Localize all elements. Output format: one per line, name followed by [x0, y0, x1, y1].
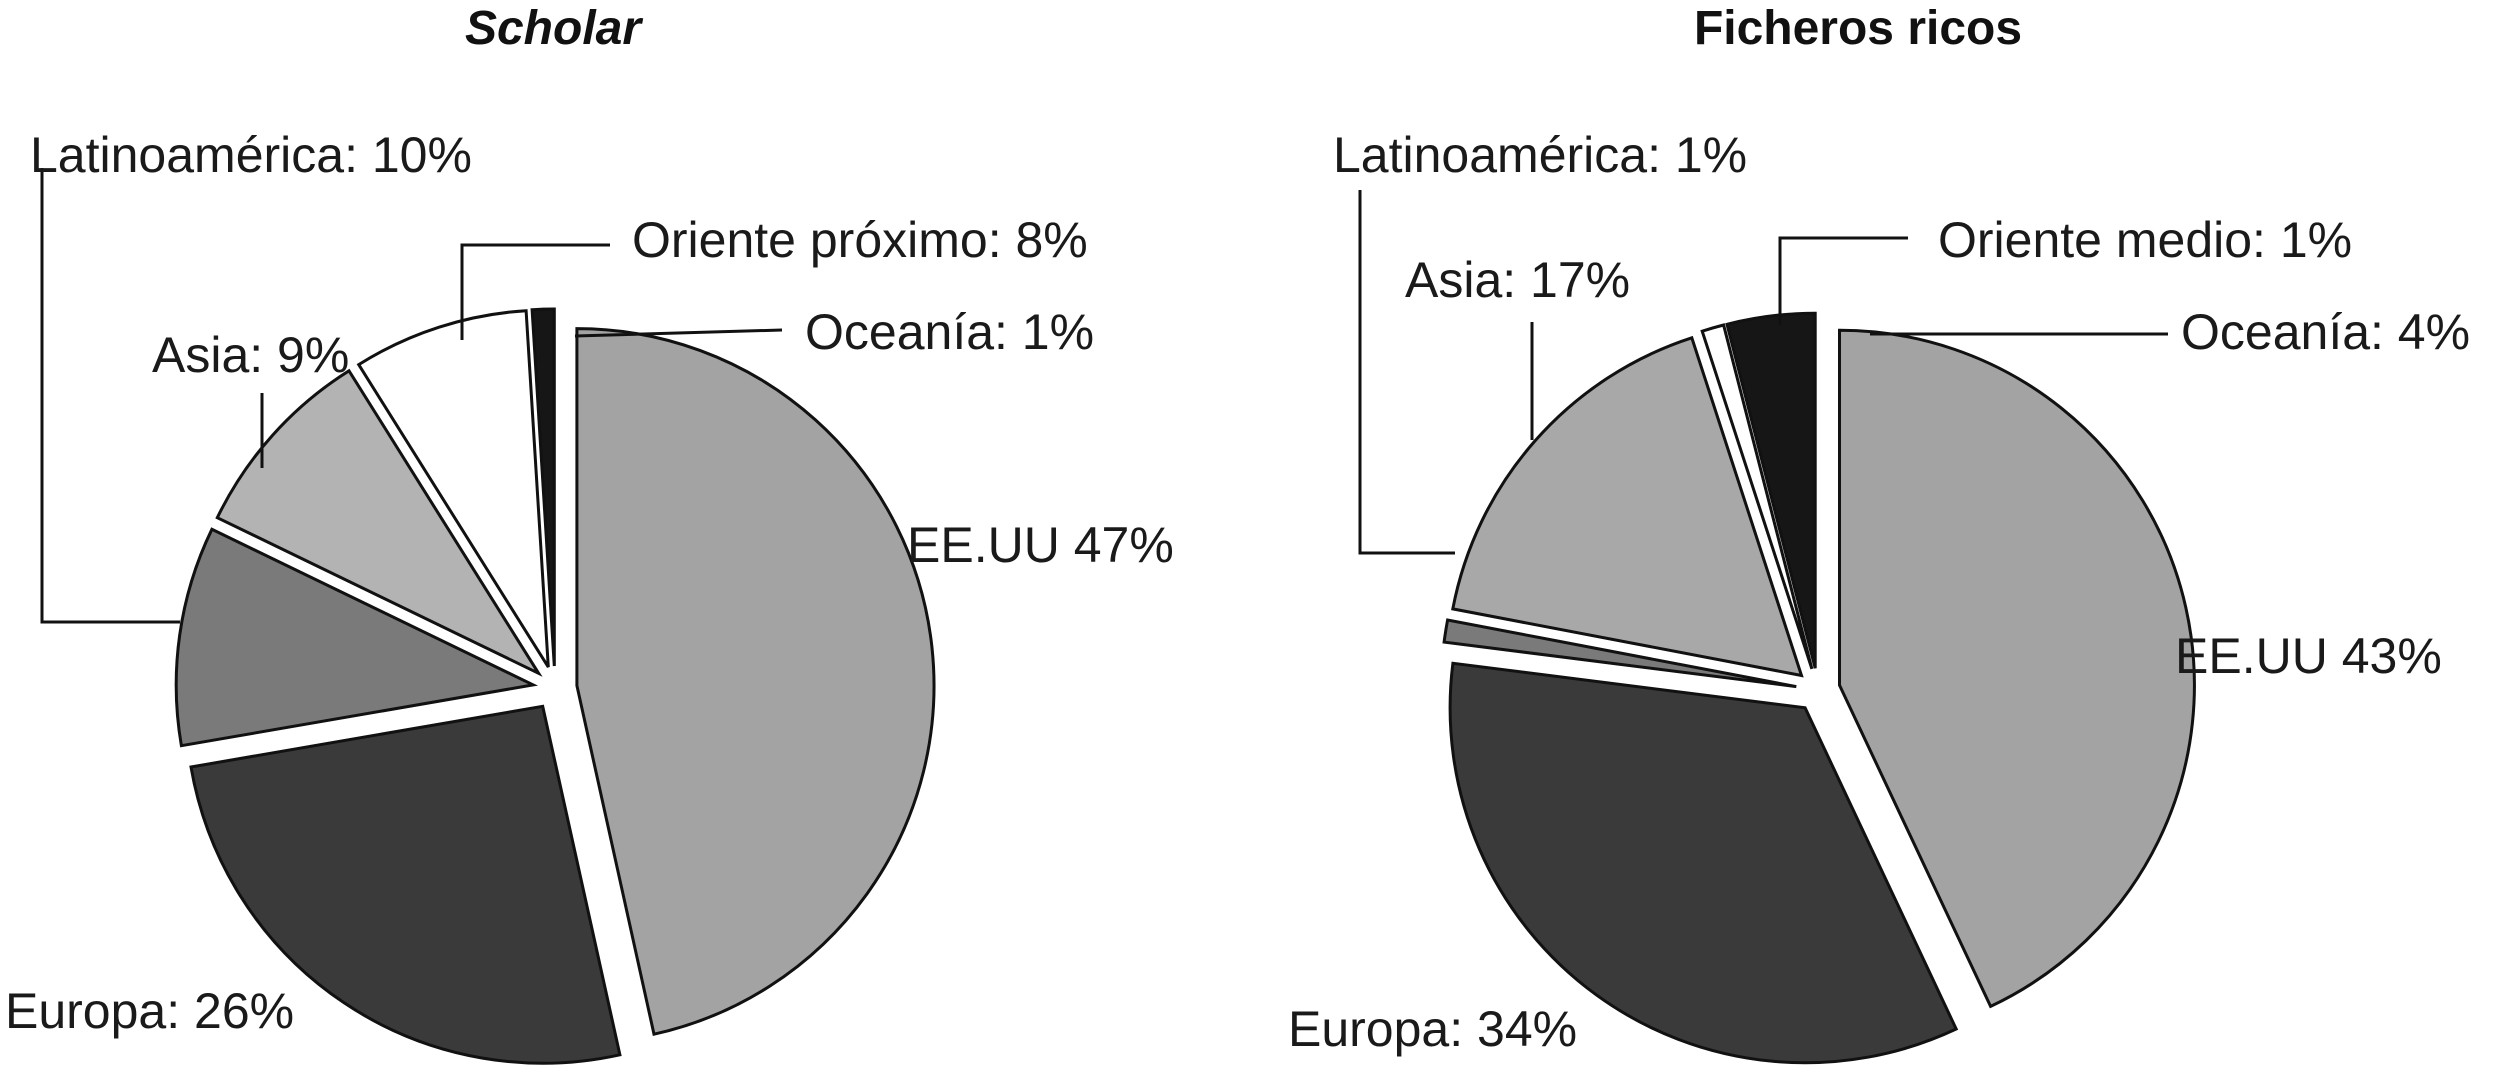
slice-label-eeuu: EE.UU 47%: [907, 517, 1174, 573]
leader-line-oceania: [574, 328, 783, 338]
pie-slice-oriente-medio: [1700, 323, 1814, 670]
pie-slice-oriente-proximo: [356, 309, 550, 668]
pie-slice-latinoamerica: [174, 527, 539, 748]
slice-label-europa: Europa: 34%: [1288, 1001, 1577, 1057]
pie-slice-oceania: [530, 307, 556, 667]
pie-slice-ee-uu: [575, 327, 936, 1036]
pie-slice-ee-uu: [1838, 328, 2196, 1009]
slice-label-oceania: Oceanía: 4%: [2181, 304, 2470, 360]
slice-label-oriente-medio: Oriente medio: 1%: [1938, 212, 2352, 268]
chart-title: Scholar: [465, 2, 643, 55]
pie-slice-asia: [1451, 335, 1804, 678]
pie-slice-europa: [189, 704, 622, 1065]
chart-title: Ficheros ricos: [1694, 2, 2022, 55]
slice-label-latinoamerica: Latinoamérica: 10%: [30, 127, 472, 183]
pie-slices: [1442, 311, 2196, 1065]
pie-chart-ficheros-ricos: Ficheros ricos Latinoamérica: 1% Oriente…: [1288, 2, 2470, 1065]
slice-label-asia: Asia: 9%: [152, 327, 349, 383]
slice-labels: Latinoamérica: 10% Oriente próximo: 8% O…: [5, 127, 1174, 1039]
leader-lines: [40, 168, 783, 624]
pie-slice-latinoamerica: [1442, 618, 1797, 689]
slice-label-oceania: Oceanía: 1%: [805, 304, 1094, 360]
leader-line-latinoamerica: [1358, 190, 1455, 555]
pie-slices: [174, 307, 936, 1065]
slice-label-oriente-proximo: Oriente próximo: 8%: [632, 212, 1088, 268]
slice-label-europa: Europa: 26%: [5, 983, 294, 1039]
slice-label-eeuu: EE.UU 43%: [2175, 628, 2442, 684]
pie-slice-asia: [215, 368, 543, 677]
leader-lines: [1358, 190, 2168, 555]
leader-line-oriente-proximo: [460, 243, 610, 340]
leader-line-latinoamerica: [40, 168, 180, 624]
slice-label-latinoamerica: Latinoamérica: 1%: [1333, 127, 1747, 183]
slice-labels: Latinoamérica: 1% Oriente medio: 1% Asia…: [1288, 127, 2470, 1057]
slice-label-asia: Asia: 17%: [1405, 252, 1630, 308]
leader-line-oriente-medio: [1778, 236, 1908, 325]
pie-chart-scholar: Scholar Latinoamérica: 10% Oriente próxi…: [5, 2, 1174, 1065]
pie-slice-oceania: [1725, 311, 1817, 669]
pie-slice-europa: [1448, 661, 1959, 1065]
